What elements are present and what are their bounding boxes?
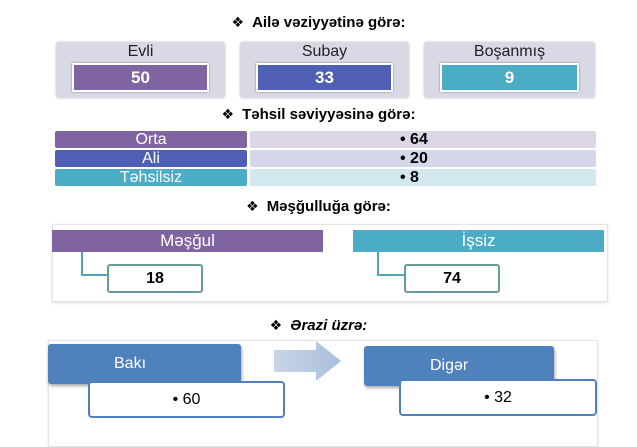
employment-heading-text: Məşğulluğa görə:: [266, 198, 391, 215]
diamond-bullet-icon: ❖: [221, 107, 235, 123]
diamond-bullet-icon: ❖: [269, 318, 283, 334]
employment-connector-issiz: [377, 252, 406, 276]
education-label-ali: Ali: [55, 150, 247, 167]
education-bar-orta: • 64: [250, 131, 596, 148]
education-value-orta: • 64: [400, 131, 428, 148]
marital-heading-text: Ailə vəziyyətinə görə:: [252, 14, 406, 31]
diamond-bullet-icon: ❖: [231, 15, 245, 31]
education-row-ali: Ali • 20: [55, 150, 596, 167]
marital-value-bosanmis: 9: [440, 63, 579, 92]
marital-value-subay: 33: [256, 63, 393, 92]
region-heading-text: Ərazi üzrə:: [290, 317, 368, 334]
employment-value-issiz: 74: [404, 264, 500, 293]
marital-label-subay: Subay: [301, 43, 348, 60]
education-bar-tehsilsiz: • 8: [250, 169, 596, 186]
employment-label-mesgul: Məşğul: [52, 230, 323, 252]
marital-card-bosanmis: Boşanmış 9: [424, 42, 595, 98]
education-row-tehsilsiz: Təhsilsiz • 8: [55, 169, 596, 186]
region-label-baki: Bakı: [48, 344, 241, 384]
marital-label-bosanmis: Boşanmış: [473, 43, 546, 60]
region-value-baki: • 60: [88, 381, 285, 418]
region-heading: ❖ Ərazi üzrə:: [0, 317, 637, 334]
diamond-bullet-icon: ❖: [246, 199, 259, 215]
marital-value-evli: 50: [72, 63, 209, 92]
region-value-diger: • 32: [399, 379, 597, 416]
employment-value-mesgul: 18: [107, 264, 203, 293]
education-value-ali: • 20: [400, 150, 428, 167]
marital-heading: ❖ Ailə vəziyyətinə görə:: [0, 14, 637, 31]
education-heading-text: Təhsil səviyyəsinə görə:: [242, 106, 416, 123]
education-bar-ali: • 20: [250, 150, 596, 167]
marital-card-evli: Evli 50: [56, 42, 225, 98]
education-heading: ❖ Təhsil səviyyəsinə görə:: [0, 106, 637, 123]
education-row-orta: Orta • 64: [55, 131, 596, 148]
marital-card-subay: Subay 33: [240, 42, 409, 98]
education-label-tehsilsiz: Təhsilsiz: [55, 169, 247, 186]
employment-heading: ❖ Məşğulluğa görə:: [0, 198, 637, 215]
marital-label-evli: Evli: [127, 43, 154, 60]
employment-connector-mesgul: [81, 252, 109, 276]
education-label-orta: Orta: [55, 131, 247, 148]
right-arrow-icon: [274, 341, 341, 381]
education-value-tehsilsiz: • 8: [400, 169, 419, 186]
employment-label-issiz: İşsiz: [353, 230, 604, 252]
